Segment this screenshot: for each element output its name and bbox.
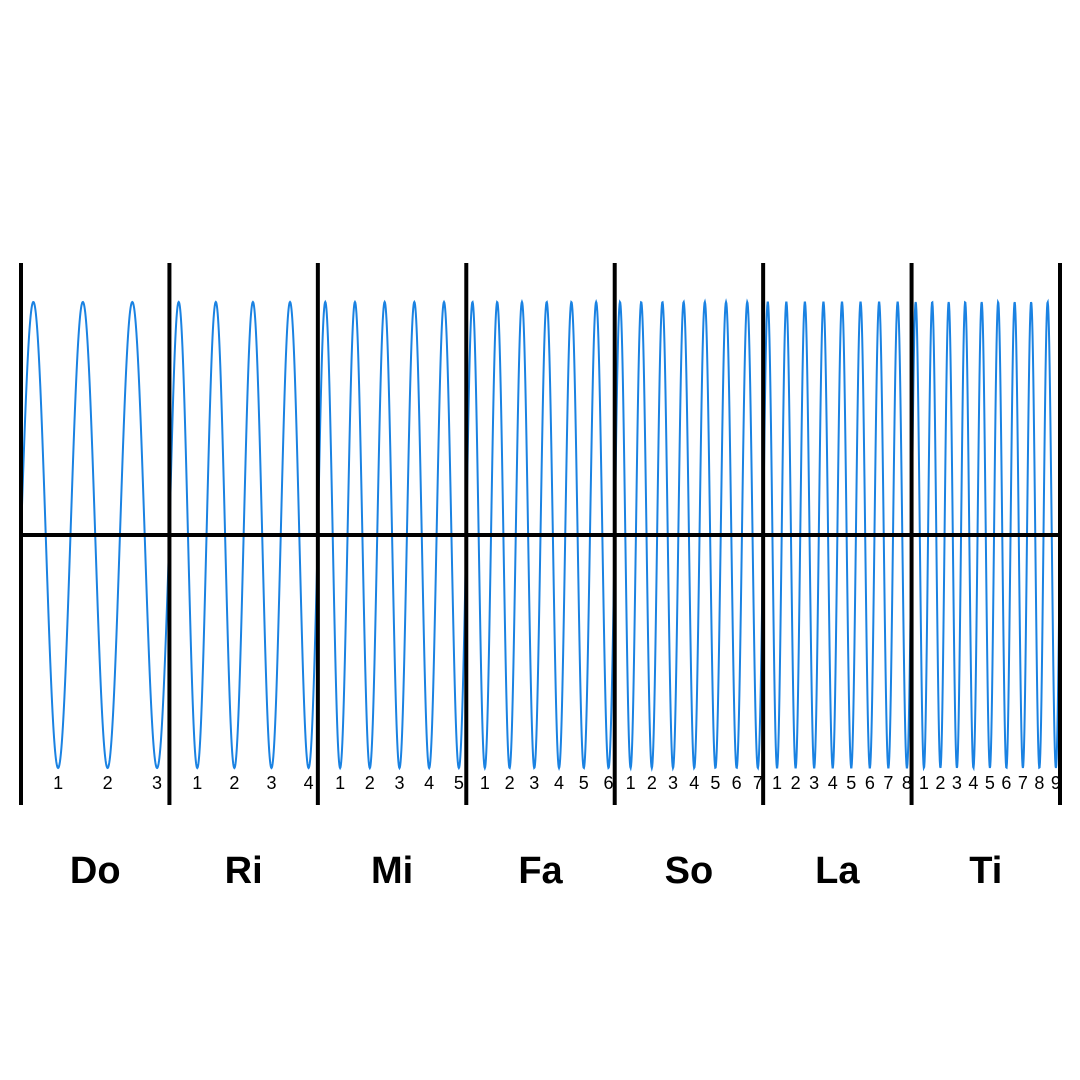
cycle-number: 8: [1034, 773, 1044, 793]
note-label: Fa: [518, 850, 563, 892]
note-label: Ti: [969, 850, 1002, 892]
cycle-number: 4: [828, 773, 838, 793]
cycle-number: 3: [809, 773, 819, 793]
cycle-number: 2: [935, 773, 945, 793]
cycle-number: 7: [1018, 773, 1028, 793]
note-label: Do: [70, 850, 121, 892]
cycle-number: 4: [304, 773, 314, 793]
cycle-number: 3: [394, 773, 404, 793]
cycle-number: 2: [647, 773, 657, 793]
cycle-number: 2: [103, 773, 113, 793]
cycle-number: 6: [865, 773, 875, 793]
cycle-number: 1: [480, 773, 490, 793]
cycle-number: 3: [152, 773, 162, 793]
cycle-number: 2: [229, 773, 239, 793]
cycle-number: 4: [689, 773, 699, 793]
cycle-number: 8: [902, 773, 912, 793]
cycle-number: 1: [335, 773, 345, 793]
cycle-number: 3: [952, 773, 962, 793]
cycle-number: 2: [505, 773, 515, 793]
cycle-number: 1: [53, 773, 63, 793]
cycle-number: 1: [626, 773, 636, 793]
note-label: Ri: [225, 850, 263, 892]
cycle-number: 7: [753, 773, 763, 793]
cycle-number: 5: [985, 773, 995, 793]
cycle-number: 3: [668, 773, 678, 793]
cycle-number: 6: [1001, 773, 1011, 793]
note-label: La: [815, 850, 860, 892]
cycle-number: 1: [772, 773, 782, 793]
cycle-number: 1: [192, 773, 202, 793]
cycle-number: 4: [554, 773, 564, 793]
cycle-number: 6: [732, 773, 742, 793]
cycle-number: 3: [266, 773, 276, 793]
cycle-number: 6: [604, 773, 614, 793]
cycle-number: 3: [529, 773, 539, 793]
cycle-number: 7: [883, 773, 893, 793]
note-label: So: [665, 850, 714, 892]
cycle-number: 5: [579, 773, 589, 793]
cycle-number: 5: [710, 773, 720, 793]
cycle-number: 1: [919, 773, 929, 793]
cycle-number: 2: [365, 773, 375, 793]
cycle-number: 2: [791, 773, 801, 793]
cycle-number: 9: [1051, 773, 1061, 793]
cycle-number: 5: [454, 773, 464, 793]
cycle-number: 4: [968, 773, 978, 793]
note-label: Mi: [371, 850, 413, 892]
cycle-number: 5: [846, 773, 856, 793]
cycle-number: 4: [424, 773, 434, 793]
